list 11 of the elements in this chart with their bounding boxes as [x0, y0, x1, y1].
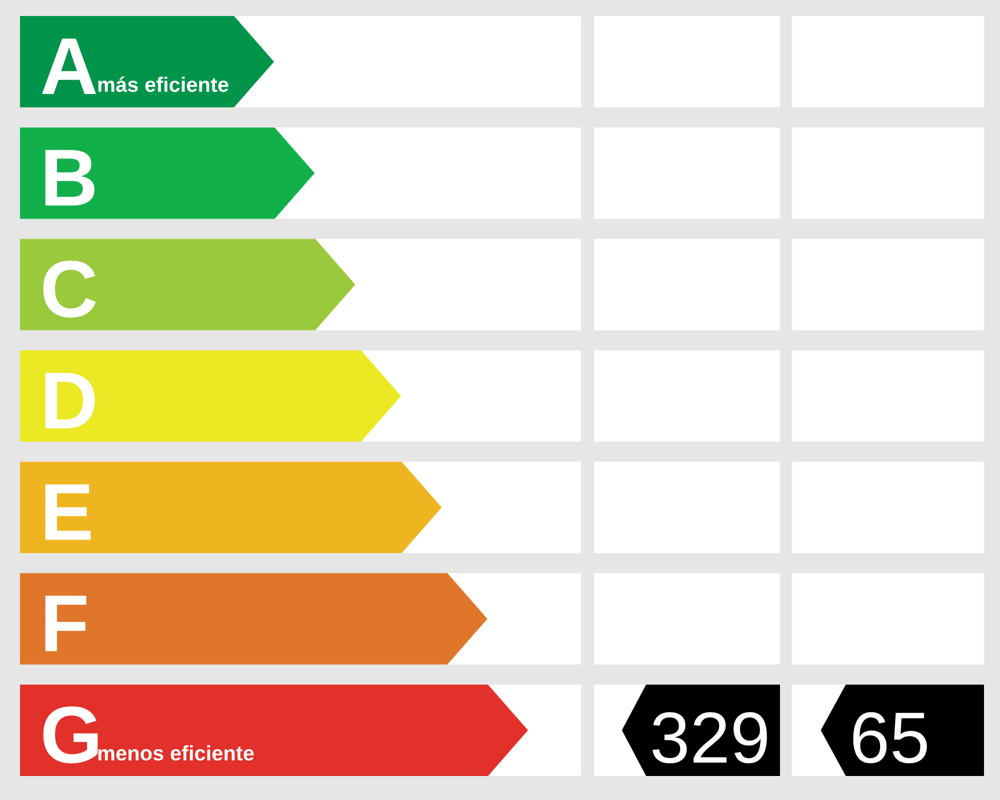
annotation: menos eficiente [98, 745, 254, 761]
data-label: 329 [652, 712, 767, 764]
annotation: más eficiente [98, 76, 228, 92]
y-tick-label: C [43, 260, 96, 318]
y-tick-label: E [45, 484, 91, 540]
y-tick-label: D [45, 372, 95, 428]
y-tick-label: A [42, 38, 96, 94]
data-label: 65 [853, 712, 927, 764]
y-tick-label: F [45, 596, 86, 652]
y-tick-label: G [43, 706, 98, 764]
y-tick-label: B [45, 150, 95, 206]
